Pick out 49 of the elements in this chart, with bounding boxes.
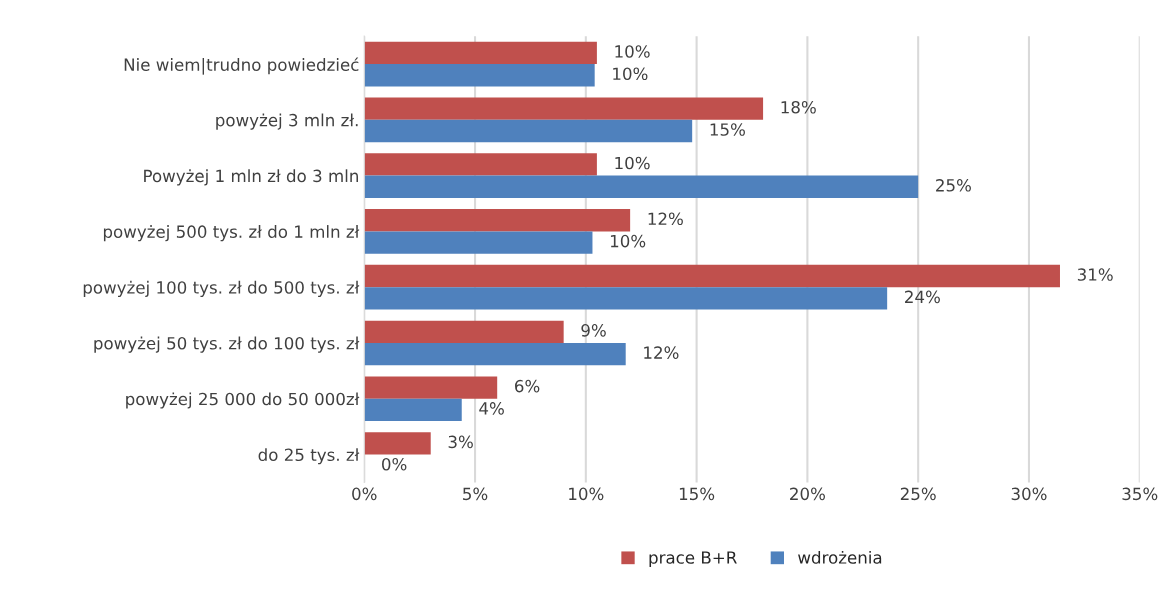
x-tick-label: 35% [1122, 487, 1158, 501]
legend-label: prace B+R [649, 551, 737, 568]
x-tick-label: 5% [463, 487, 488, 501]
data-label: 3% [448, 435, 473, 449]
x-tick-label: 10% [569, 487, 604, 501]
data-label: 31% [1077, 268, 1113, 281]
data-label: 10% [613, 67, 648, 81]
data-label: 12% [648, 212, 683, 226]
y-tick-label: Nie wiem|trudno powiedzieć [124, 57, 359, 75]
y-tick-label: Powyżej 1 mln zł do 3 mln [144, 169, 358, 186]
bar [364, 342, 626, 366]
bar [364, 287, 888, 310]
bar [364, 432, 431, 455]
bar [364, 231, 593, 254]
y-tick-label: powyżej 50 tys. zł do 100 tys. zł [94, 336, 360, 353]
bar [364, 41, 597, 65]
data-label: 0% [382, 457, 407, 471]
bar [364, 320, 564, 343]
x-tick-label: 15% [679, 487, 715, 501]
bar [364, 153, 597, 176]
bar [364, 64, 595, 87]
y-tick-label: do 25 tys. zł [258, 448, 360, 465]
bar [364, 398, 462, 422]
x-tick-label: 20% [790, 487, 825, 501]
bar [364, 119, 693, 143]
data-label: 24% [905, 290, 940, 304]
data-label: 10% [610, 234, 646, 248]
data-label: 6% [515, 379, 540, 393]
y-tick-label: powyżej 25 000 do 50 000zł [126, 392, 360, 409]
x-tick-label: 25% [900, 487, 936, 501]
x-tick-label: 0% [352, 487, 377, 501]
bar [364, 209, 631, 232]
x-tick-label: 30% [1011, 487, 1047, 501]
data-label: 10% [615, 45, 650, 58]
data-label: 9% [581, 324, 606, 337]
bar [364, 97, 764, 120]
y-tick-label: powyżej 3 mln zł. [216, 113, 358, 130]
data-label: 4% [479, 402, 504, 415]
data-label: 25% [936, 179, 971, 192]
bar [364, 264, 1060, 288]
y-tick-label: powyżej 500 tys. zł do 1 mln zł [103, 225, 360, 242]
data-label: 10% [615, 156, 650, 170]
data-label: 18% [781, 100, 816, 114]
data-label: 15% [710, 123, 745, 136]
bar [364, 175, 919, 198]
bar [364, 376, 498, 399]
data-label: 12% [644, 346, 679, 359]
y-tick-label: powyżej 100 tys. zł do 500 tys. zł [83, 280, 360, 297]
legend-label: wdrożenia [798, 550, 882, 564]
